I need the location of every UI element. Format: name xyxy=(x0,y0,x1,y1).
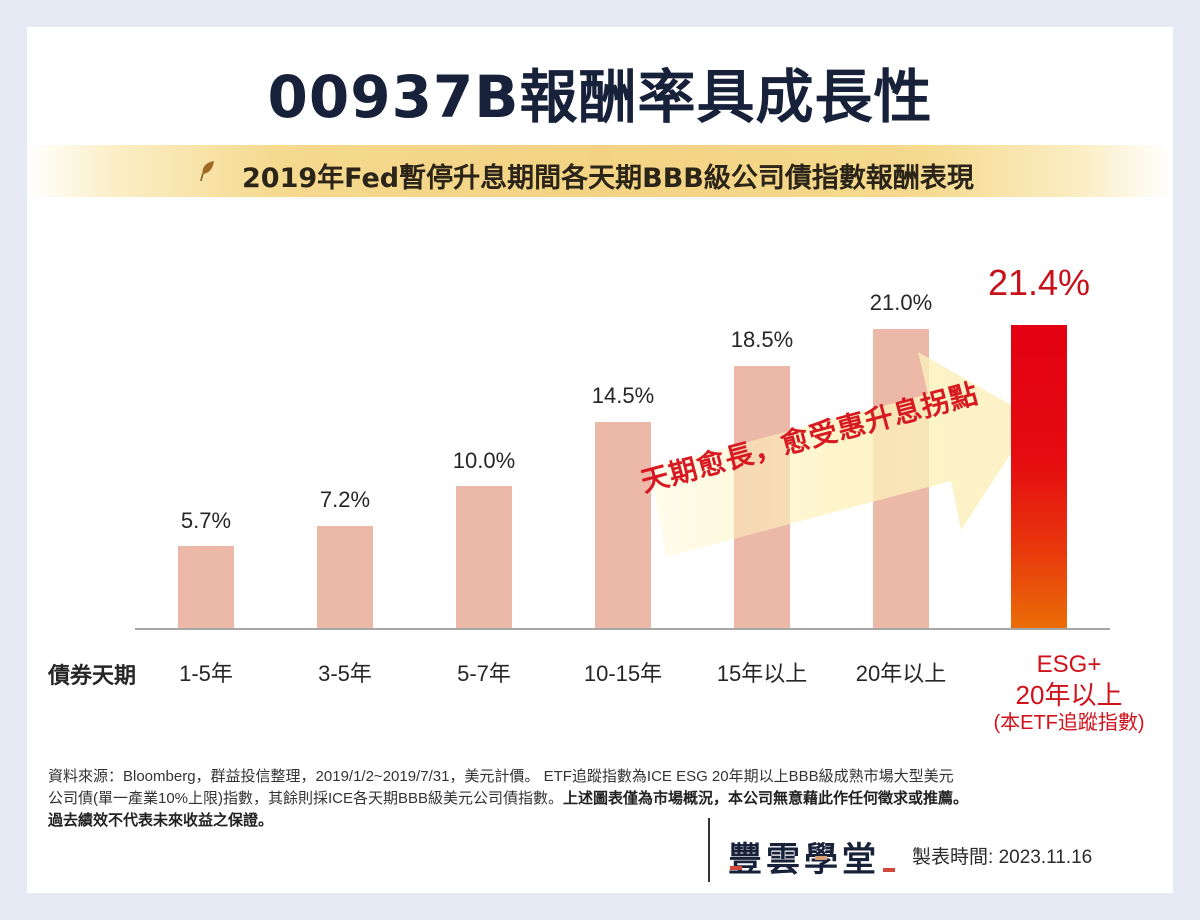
footnote-line-2: 公司債(單一產業10%上限)指數，其餘則採ICE各天期BBB級美元公司債指數。上… xyxy=(48,790,969,807)
logo-accent-red xyxy=(730,866,742,870)
category-label: 1-5年 xyxy=(179,661,233,686)
category-note: (本ETF追蹤指數) xyxy=(993,712,1145,734)
category-label: 15年以上 xyxy=(716,661,808,686)
category-label: 20年以上 xyxy=(855,661,947,686)
chart-subtitle: 2019年Fed暫停升息期間各天期BBB級公司債指數報酬表現 xyxy=(242,163,974,194)
footnote: 資料來源：Bloomberg，群益投信整理，2019/1/2~2019/7/31… xyxy=(48,766,1158,832)
bar-3-5y xyxy=(317,526,373,629)
subtitle-band xyxy=(27,145,1173,197)
leaf-icon xyxy=(200,161,214,182)
value-label: 14.5% xyxy=(591,383,655,408)
made-time: 製表時間: 2023.11.16 xyxy=(912,847,1093,868)
value-label: 10.0% xyxy=(452,448,516,473)
category-label: 5-7年 xyxy=(457,661,511,686)
x-axis-line xyxy=(135,628,1110,630)
category-label: 3-5年 xyxy=(318,661,372,686)
value-label: 5.7% xyxy=(180,508,232,533)
footer-divider xyxy=(708,818,710,882)
category-label: 10-15年 xyxy=(583,661,663,686)
category-label-line1: ESG+ xyxy=(1036,651,1102,678)
footnote-line-1: 資料來源：Bloomberg，群益投信整理，2019/1/2~2019/7/31… xyxy=(48,768,954,785)
value-label: 18.5% xyxy=(730,327,794,352)
logo-accent-tan xyxy=(815,856,827,860)
category-label-highlight: ESG+ 20年以上 (本ETF追蹤指數) xyxy=(979,650,1159,736)
value-label-highlight: 21.4% xyxy=(987,262,1091,303)
logo-accent-red-2 xyxy=(883,868,895,872)
bar-10-15y xyxy=(595,422,651,629)
bar-5-7y xyxy=(456,486,512,629)
brand-logo: 豐雲學堂 xyxy=(728,840,880,880)
footnote-line-3: 過去績效不代表未來收益之保證。 xyxy=(48,812,274,829)
bar-1-5y xyxy=(178,546,234,629)
value-label: 7.2% xyxy=(319,487,371,512)
page-title: 00937B報酬率具成長性 xyxy=(267,63,933,131)
bar-esg-20y-plus xyxy=(1011,325,1067,629)
category-label-line2: 20年以上 xyxy=(1015,680,1123,710)
x-axis-title: 債券天期 xyxy=(48,663,137,688)
value-label: 21.0% xyxy=(869,290,933,315)
